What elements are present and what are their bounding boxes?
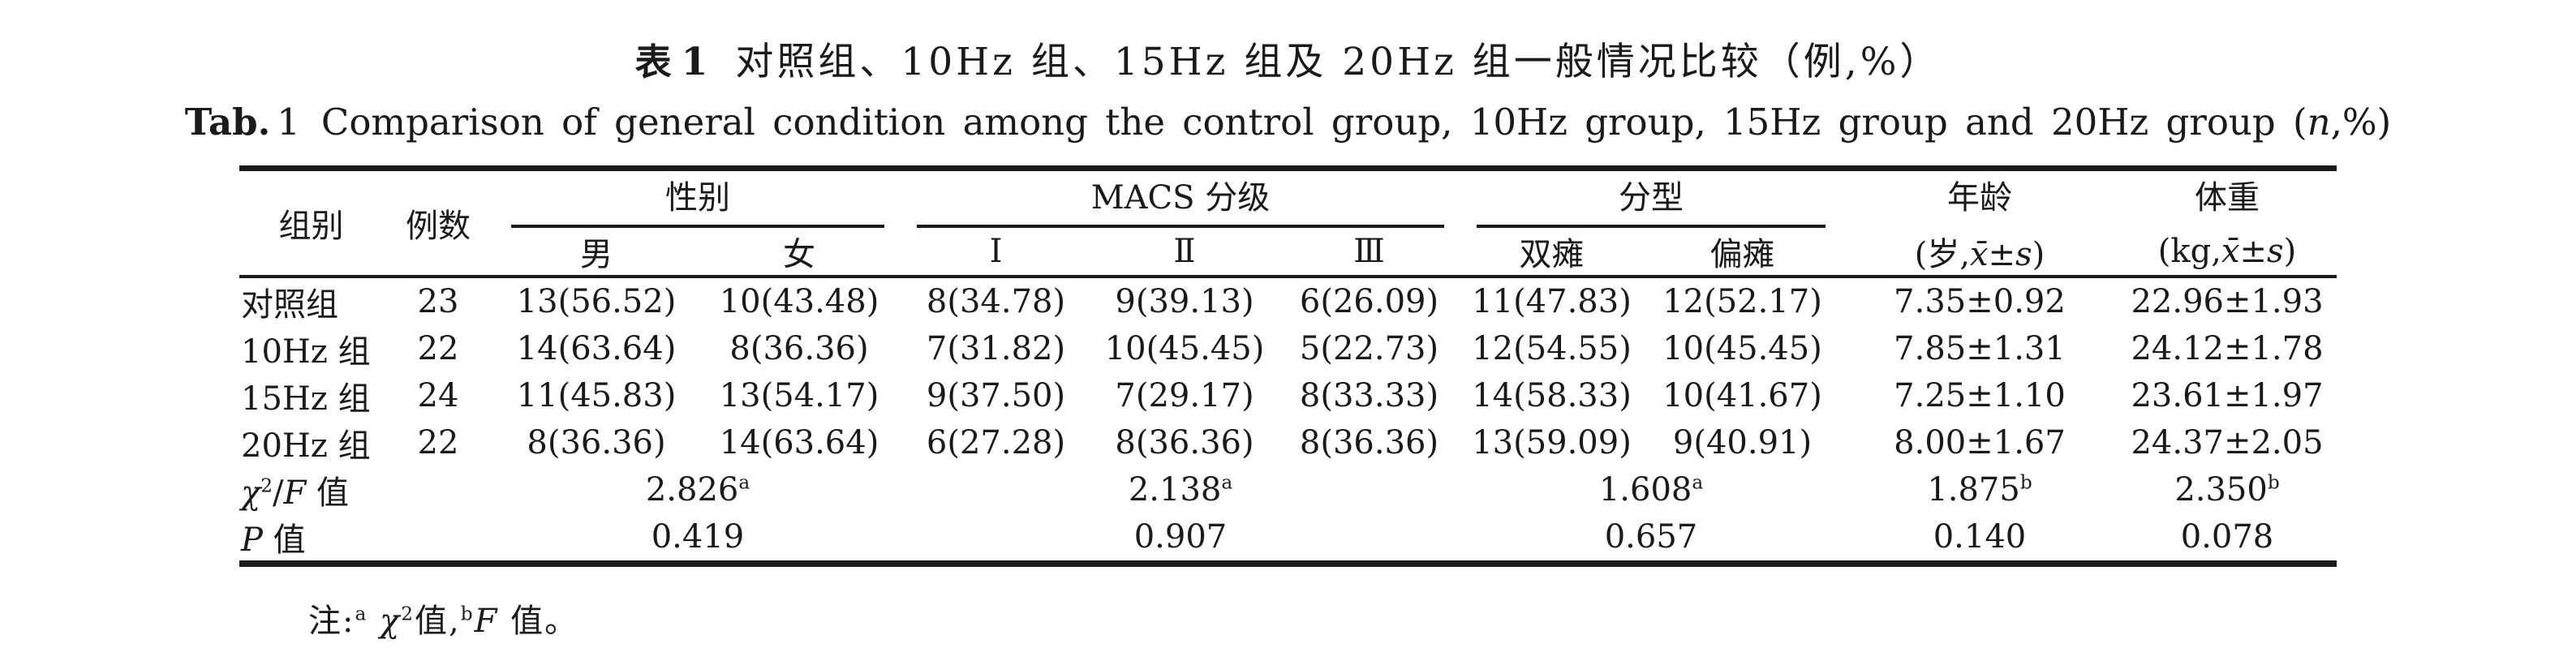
stat-macs-value: 0.907: [1133, 518, 1228, 556]
cell-group: 15Hz 组: [241, 380, 371, 418]
stat-empty-cases: [381, 513, 495, 564]
table-number-zh: 1: [681, 40, 712, 84]
cell-macs-3: 8(36.36): [1299, 424, 1439, 461]
header-row-sub: 男 女 Ⅰ Ⅱ Ⅲ 双瘫 偏瘫 (岁,x̄±s) (kg,x̄±s): [239, 228, 2337, 278]
cell-cases: 23: [417, 283, 459, 320]
cell-weight: 22.96±1.93: [2131, 283, 2324, 320]
col-header-sex: 性别: [495, 169, 901, 228]
stat-type-value: 0.657: [1604, 518, 1698, 556]
col-header-age: 年龄: [1947, 179, 2012, 217]
col-header-weight-unit: (kg,x̄±s): [2118, 228, 2337, 278]
header-row-groups: 组别 例数 性别 MACS 分级 分型 年龄 体重: [239, 168, 2337, 278]
table-title-en: Tab. 1 Comparison of general condition amo…: [0, 101, 2576, 144]
col-header-cases: 例数: [381, 168, 495, 278]
cell-male: 14(63.64): [516, 330, 677, 367]
table-row-10hz: 10Hz 组 22 14(63.64) 8(36.36) 7(31.82) 10…: [239, 325, 2337, 372]
table-row-20hz: 20Hz 组 22 8(36.36) 14(63.64) 6(27.28) 8(…: [239, 419, 2337, 466]
macs-spanner-label: MACS 分级: [917, 171, 1444, 228]
cell-cases: 22: [417, 424, 459, 461]
col-header-macs-1: Ⅰ: [901, 228, 1091, 278]
cell-macs-1: 6(27.28): [926, 424, 1066, 461]
stat-sex-value: 2.826a: [645, 471, 750, 509]
stat-row-chi-f: χ2/F 值 2.826a 2.138a 1.608a 1.875b 2.350…: [239, 466, 2337, 513]
cell-age: 7.25±1.10: [1894, 377, 2066, 414]
stat-sex-value: 0.419: [651, 518, 745, 556]
cell-female: 10(43.48): [719, 283, 879, 320]
type-spanner-label: 分型: [1477, 171, 1826, 228]
cell-weight: 24.12±1.78: [2131, 330, 2324, 367]
cell-hemiplegia: 10(41.67): [1662, 377, 1822, 414]
cell-macs-2: 7(29.17): [1115, 377, 1254, 414]
cell-macs-3: 6(26.09): [1299, 283, 1439, 320]
table-number-label-en: Tab.: [184, 101, 271, 144]
col-header-female: 女: [698, 228, 901, 278]
cell-hemiplegia: 9(40.91): [1672, 424, 1813, 461]
cell-macs-2: 8(36.36): [1115, 424, 1254, 461]
stat-label-chi-f: χ2/F 值: [241, 474, 349, 512]
cell-macs-2: 9(39.13): [1115, 283, 1254, 320]
comparison-table: 组别 例数 性别 MACS 分级 分型 年龄 体重 男 女 Ⅰ Ⅱ Ⅲ 双瘫 偏…: [239, 165, 2337, 567]
col-header-hemiplegia: 偏瘫: [1643, 228, 1842, 278]
cell-cases: 24: [417, 377, 459, 414]
cell-hemiplegia: 12(52.17): [1662, 283, 1822, 320]
table-number-label-zh: 表: [634, 41, 675, 84]
stat-label-p: P 值: [241, 521, 306, 559]
cell-age: 7.35±0.92: [1894, 283, 2066, 320]
cell-diplegia: 13(59.09): [1472, 424, 1632, 461]
table-number-en: 1: [277, 101, 300, 144]
cell-diplegia: 11(47.83): [1472, 283, 1632, 320]
col-header-group: 组别: [239, 168, 381, 278]
cell-macs-2: 10(45.45): [1104, 330, 1265, 367]
table-row-control: 对照组 23 13(56.52) 10(43.48) 8(34.78) 9(39…: [239, 277, 2337, 325]
cell-macs-1: 9(37.50): [926, 377, 1066, 414]
stat-type-value: 1.608a: [1598, 471, 1704, 509]
cell-cases: 22: [417, 330, 459, 367]
cell-group: 10Hz 组: [241, 333, 371, 371]
cell-macs-3: 5(22.73): [1299, 330, 1439, 367]
cell-male: 13(56.52): [516, 283, 677, 320]
table-title-en-text: Comparison of general condition among th…: [320, 101, 2392, 144]
col-header-male: 男: [495, 228, 698, 278]
cell-age: 7.85±1.31: [1894, 330, 2066, 367]
stat-weight-value: 2.350b: [2174, 471, 2280, 509]
cell-diplegia: 14(58.33): [1472, 377, 1632, 414]
stat-empty-cases: [381, 466, 495, 513]
col-header-macs-2: Ⅱ: [1091, 228, 1278, 278]
cell-male: 11(45.83): [516, 377, 677, 414]
stat-macs-value: 2.138a: [1128, 471, 1233, 509]
col-header-type: 分型: [1460, 169, 1842, 228]
cell-hemiplegia: 10(45.45): [1662, 330, 1822, 367]
cell-female: 13(54.17): [719, 377, 879, 414]
stat-age-value: 1.875b: [1927, 471, 2032, 509]
cell-male: 8(36.36): [527, 424, 666, 461]
stat-weight-value: 0.078: [2180, 518, 2274, 556]
col-header-macs-3: Ⅲ: [1278, 228, 1460, 278]
table-title-zh: 表 1 对照组、10Hz 组、15Hz 组及 20Hz 组一般情况比较（例,%）: [0, 0, 2576, 86]
cell-age: 8.00±1.67: [1894, 424, 2066, 461]
cell-macs-1: 8(34.78): [926, 283, 1066, 320]
cell-female: 8(36.36): [729, 330, 869, 367]
cell-group: 20Hz 组: [241, 427, 371, 465]
cell-diplegia: 12(54.55): [1472, 330, 1632, 367]
col-header-macs: MACS 分级: [901, 169, 1460, 228]
sex-spanner-label: 性别: [511, 171, 884, 228]
col-header-age-unit: (岁,x̄±s): [1842, 228, 2118, 278]
cell-macs-3: 8(33.33): [1299, 377, 1439, 414]
cell-weight: 24.37±2.05: [2131, 424, 2324, 461]
col-header-weight: 体重: [2195, 179, 2260, 217]
cell-macs-1: 7(31.82): [926, 330, 1066, 367]
stat-age-value: 0.140: [1933, 518, 2027, 556]
table-footnote: 注:a χ2值,bF 值。: [308, 603, 579, 640]
table-row-15hz: 15Hz 组 24 11(45.83) 13(54.17) 9(37.50) 7…: [239, 372, 2337, 419]
cell-female: 14(63.64): [719, 424, 879, 461]
cell-weight: 23.61±1.97: [2131, 377, 2324, 414]
table-title-zh-text: 对照组、10Hz 组、15Hz 组及 20Hz 组一般情况比较（例,%）: [735, 40, 1942, 84]
stat-row-p: P 值 0.419 0.907 0.657 0.140 0.078: [239, 513, 2337, 564]
col-header-diplegia: 双瘫: [1460, 228, 1643, 278]
cell-group: 对照组: [241, 286, 338, 324]
